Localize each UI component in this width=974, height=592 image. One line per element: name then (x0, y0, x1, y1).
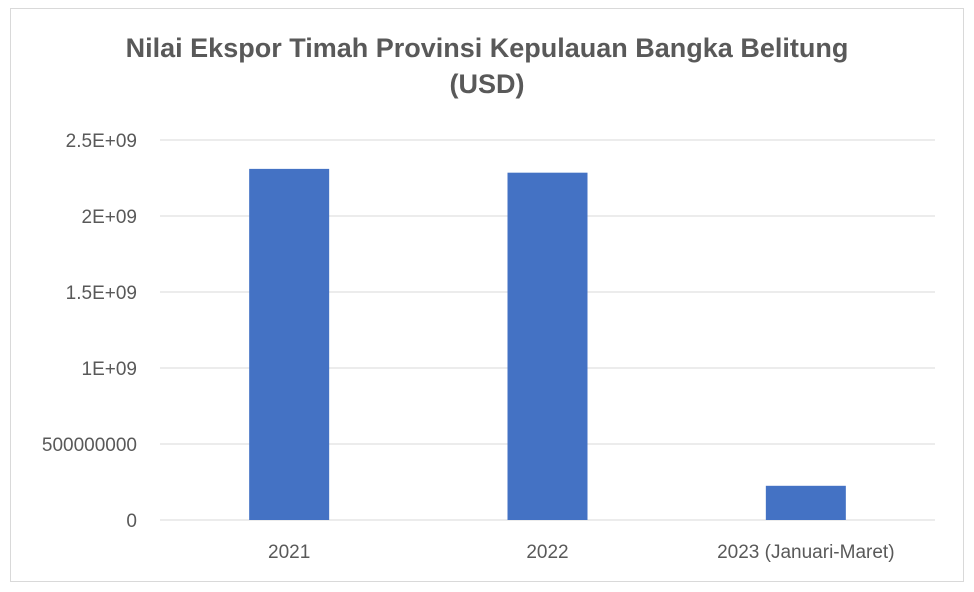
y-tick-label: 0 (126, 511, 137, 532)
bar (765, 485, 846, 520)
y-tick-label: 2E+09 (82, 207, 137, 228)
y-tick-label: 2.5E+09 (66, 131, 137, 152)
y-tick-label: 1.5E+09 (66, 283, 137, 304)
bar (507, 172, 588, 520)
y-tick-label: 1E+09 (82, 359, 137, 380)
bars (249, 168, 846, 520)
chart-title-line-2: (USD) (449, 69, 525, 99)
x-tick-label: 2023 (Januari-Maret) (717, 542, 894, 563)
bar (249, 168, 330, 520)
chart-title-line-1: Nilai Ekspor Timah Provinsi Kepulauan Ba… (125, 33, 849, 63)
chart-title: Nilai Ekspor Timah Provinsi Kepulauan Ba… (0, 30, 974, 102)
x-tick-label: 2021 (268, 542, 310, 563)
y-tick-label: 500000000 (42, 435, 137, 456)
y-axis-tick-labels: 0 500000000 1E+09 1.5E+09 2E+09 2.5E+09 (42, 131, 137, 532)
x-axis-tick-labels: 2021 2022 2023 (Januari-Maret) (268, 542, 895, 563)
x-tick-label: 2022 (526, 542, 568, 563)
